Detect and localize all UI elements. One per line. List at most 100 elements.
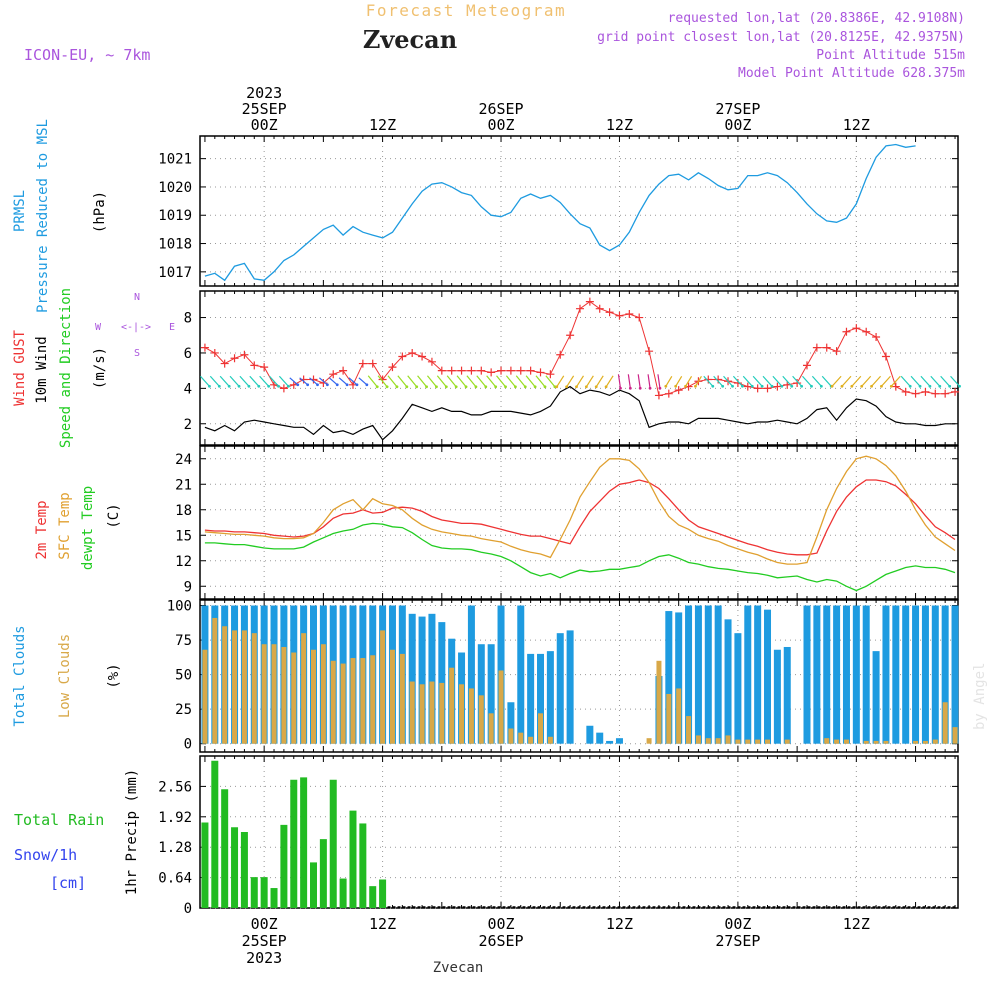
- gust-marker: [200, 343, 209, 352]
- wind-direction-arrow: [407, 375, 418, 388]
- wind-direction-arrow: [782, 375, 793, 387]
- total-cloud-bar: [882, 605, 890, 744]
- gust-marker: [427, 357, 436, 366]
- y-tick-label: 21: [175, 477, 192, 493]
- wind-direction-head: [504, 385, 507, 389]
- compass-s: S: [134, 348, 140, 359]
- wind-direction-arrow: [566, 375, 575, 388]
- bottom-time-label: 12Z: [369, 915, 396, 933]
- y-tick-label: 2: [184, 417, 192, 433]
- wind-direction-head: [619, 386, 622, 390]
- wind-direction-head: [375, 385, 379, 389]
- total-cloud-bar: [734, 633, 742, 744]
- gust-marker: [842, 327, 851, 336]
- low-cloud-bar: [330, 660, 336, 744]
- wind-direction-head: [575, 385, 578, 389]
- gust-marker: [852, 324, 861, 333]
- panel-wind: 2 4 6 8 Wind GUST 10m Wind Speed and Direction…: [12, 288, 961, 448]
- low-cloud-bar: [202, 649, 208, 744]
- sfc-temp-line: [204, 455, 956, 565]
- wind-dir-label: Speed and Direction: [58, 288, 74, 448]
- footer-location: Zvecan: [433, 960, 484, 976]
- wind-direction-head: [543, 385, 547, 389]
- low-cloud-bar: [676, 688, 682, 744]
- gridpoint-coords: grid point closest lon,lat (20.8125E, 42…: [597, 30, 965, 45]
- wind-direction-arrow: [881, 375, 891, 387]
- gust-marker: [329, 370, 338, 379]
- low-cloud-bar: [735, 739, 741, 744]
- wind-direction-head: [415, 385, 419, 389]
- wind-speed-line: [204, 385, 955, 441]
- wind-direction-head: [948, 384, 952, 388]
- low-cloud-bar: [508, 728, 514, 744]
- wind-direction-head: [425, 385, 428, 389]
- wind-direction-head: [860, 384, 864, 388]
- low-cloud-bar: [241, 630, 247, 744]
- bottom-time-label: 00Z: [251, 915, 278, 933]
- gust-marker: [368, 359, 377, 368]
- wind-direction-head: [918, 384, 922, 388]
- total-cloud-bar: [675, 612, 683, 744]
- snow-unit-label: [cm]: [50, 874, 86, 892]
- gust-marker: [635, 313, 644, 322]
- wind-direction-head: [648, 386, 652, 390]
- gust-marker: [220, 359, 229, 368]
- rain-bar: [221, 789, 229, 908]
- wind-direction-head: [664, 384, 668, 388]
- gust-marker: [437, 366, 446, 375]
- wind-direction-head: [870, 384, 873, 388]
- gust-marker: [595, 304, 604, 313]
- wind-direction-arrow: [802, 375, 812, 387]
- total-cloud-bar: [704, 605, 712, 744]
- snow-label: Snow/1h: [14, 846, 77, 864]
- low-cloud-label: Low Clouds: [57, 634, 73, 718]
- low-cloud-bar: [755, 739, 761, 744]
- total-rain-label: Total Rain: [14, 811, 104, 829]
- top-time-label: 12Z: [369, 116, 396, 134]
- y-tick-label: 6: [184, 346, 192, 362]
- wind-direction-arrow: [328, 377, 338, 386]
- wind-direction-head: [335, 383, 339, 387]
- low-cloud-bar: [952, 727, 958, 744]
- model-label: ICON-EU, ~ 7km: [24, 46, 150, 64]
- total-cloud-bar: [931, 605, 939, 744]
- wind-10m-label: 10m Wind: [34, 336, 50, 403]
- model-altitude: Model Point Altitude 628.375m: [738, 66, 965, 81]
- wind-direction-head: [405, 385, 409, 389]
- gust-marker: [763, 384, 772, 393]
- y-tick-label: 0.64: [158, 871, 192, 887]
- total-cloud-bar: [951, 605, 959, 744]
- low-cloud-bar: [745, 739, 751, 744]
- wind-direction-head: [296, 383, 300, 387]
- total-cloud-bar: [566, 630, 574, 744]
- wind-direction-arrow: [627, 374, 631, 389]
- wind-direction-arrow: [930, 375, 941, 387]
- wind-direction-arrow: [637, 374, 641, 389]
- gust-marker: [773, 382, 782, 391]
- wind-direction-head: [684, 384, 687, 388]
- bottom-time-label: 25SEP: [242, 932, 287, 950]
- wind-direction-arrow: [694, 375, 702, 387]
- gust-marker: [832, 347, 841, 356]
- rain-bar: [270, 888, 278, 908]
- total-cloud-bar: [921, 605, 929, 744]
- total-cloud-bar: [665, 611, 673, 744]
- y-tick-label: 15: [175, 528, 192, 544]
- supertitle: Forecast Meteogram: [366, 1, 566, 20]
- wind-direction-arrow: [831, 375, 842, 387]
- rain-bar: [329, 779, 337, 908]
- wind-direction-arrow: [685, 375, 693, 387]
- gust-marker: [822, 343, 831, 352]
- low-cloud-bar: [291, 652, 297, 744]
- wind-direction-head: [306, 383, 310, 387]
- gust-marker: [812, 343, 821, 352]
- low-cloud-bar: [478, 695, 484, 744]
- wind-direction-arrow: [792, 375, 803, 387]
- total-cloud-bar: [546, 651, 554, 744]
- total-cloud-bar: [783, 646, 791, 744]
- total-cloud-bar: [724, 619, 732, 744]
- low-cloud-bar: [824, 738, 830, 744]
- gust-marker: [931, 389, 940, 398]
- wind-direction-arrow: [358, 377, 368, 386]
